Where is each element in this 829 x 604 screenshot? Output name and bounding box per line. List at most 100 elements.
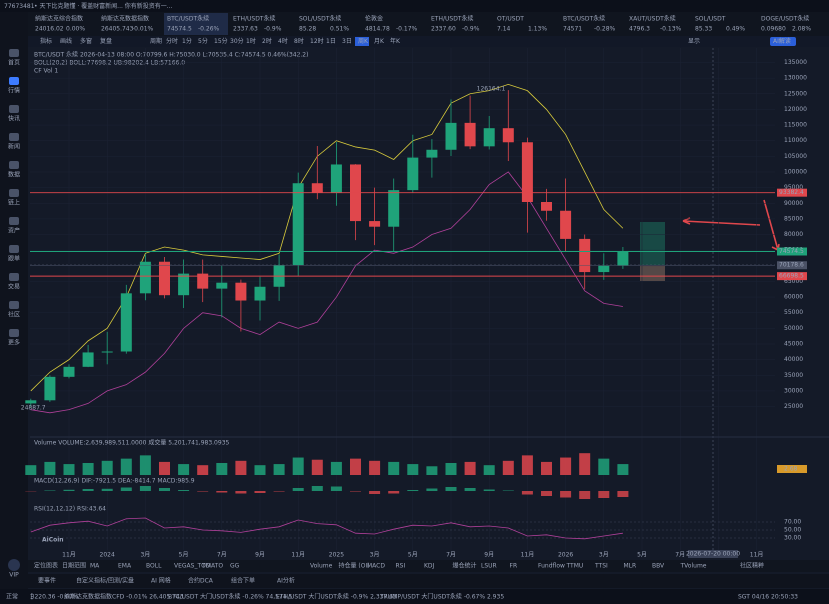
period-button[interactable]: 年K [390,37,401,45]
bottom-tool[interactable]: 日期范围 [62,562,86,570]
sidebar-item[interactable]: 新闻 [8,143,20,151]
ai-button[interactable]: AI解读 [773,37,791,45]
sidebar-item[interactable]: 数据 [8,171,20,179]
ticker-price[interactable]: 7.14 [497,26,511,33]
indicator-tab[interactable]: MLR [624,563,637,570]
sidebar-item[interactable]: 首页 [8,59,20,67]
indicator-tab[interactable]: TTMU [566,563,584,570]
ticker-change[interactable]: 0.00% [66,26,85,33]
indicator-tab[interactable]: FR [510,563,518,570]
ticker-change[interactable]: 0.51% [330,26,349,33]
feature-tab[interactable]: 自定义指标/回测/实盘 [76,577,134,585]
feature-tab[interactable]: 组合下单 [231,577,255,585]
period-button[interactable]: 周期 [150,37,162,45]
vip-icon[interactable] [8,559,20,571]
indicator-tab[interactable]: 持仓量 (OI) [339,562,370,570]
vip-label[interactable]: VIP [9,572,19,579]
bottom-tool[interactable]: 定位图表 [34,562,58,570]
ticker-name[interactable]: 纳斯达克数据指数 [101,15,149,23]
ticker-price[interactable]: 26405.743 [101,26,134,33]
ticker-price[interactable]: 85.28 [299,26,316,33]
feature-tab[interactable]: AI分析 [277,577,295,585]
ticker-name[interactable]: ETH/USDT永续 [431,15,473,23]
period-button[interactable]: 月K [374,38,385,45]
bottom-tool[interactable]: TD [201,563,211,570]
indicator-tab[interactable]: Fundflow [538,563,565,570]
ticker-name[interactable]: DOGE/USDT永续 [761,15,809,23]
ticker-name[interactable]: BTC/USDT永续 [563,15,605,23]
ticker-name[interactable]: OT/USDT [497,16,524,23]
community-tab[interactable]: 社区精粹 [740,562,764,570]
ticker-name[interactable]: BTC/USDT永续 [167,15,209,23]
ticker-name[interactable]: XAUT/USDT永续 [629,15,676,23]
sidebar-item[interactable]: 快讯 [8,115,20,123]
ticker-change[interactable]: -0.01% [132,26,154,33]
ticker-price[interactable]: 24016.02 [35,26,64,33]
ticker-name[interactable]: ETH/USDT永续 [233,15,275,23]
feature-tab[interactable]: AI 网格 [151,577,171,585]
indicator-tab[interactable]: TVolume [680,563,707,570]
ticker-name[interactable]: SOL/USDT [695,16,726,23]
period-button[interactable]: 1时 [246,37,256,45]
indicator-tab[interactable]: 爆仓统计 [453,562,477,570]
indicator-tab[interactable]: BBV [652,563,665,570]
period-button[interactable]: 5分 [198,37,208,45]
indicator-tab[interactable]: RSI [396,563,406,570]
show-button[interactable]: 显示 [688,38,700,45]
indicator-tab[interactable]: MACD [367,563,385,570]
ticker-name[interactable]: 纳斯达克综合指数 [35,15,83,23]
ticker-change[interactable]: -0.28% [594,26,616,33]
indicator-tab[interactable]: TTSI [594,563,608,570]
sidebar-item[interactable]: 交易 [8,283,20,291]
bottom-tool[interactable]: MA [90,563,100,570]
period-button[interactable]: 1日 [326,38,336,45]
feature-tab[interactable]: 合约DCA [188,577,214,585]
ticker-name[interactable]: 伦敦金 [365,15,383,23]
ticker-price[interactable]: 74571 [563,26,582,33]
ticker-change[interactable]: -0.26% [198,26,220,33]
period-button[interactable]: 12时 [310,37,324,45]
ticker-price[interactable]: 2337.63 [233,26,258,33]
ticker-change[interactable]: 0.49% [726,26,745,33]
sidebar-item[interactable]: 行情 [8,87,20,95]
tool-button[interactable]: 多窗 [80,37,92,45]
sidebar-item[interactable]: 链上 [8,199,20,207]
sidebar-item[interactable]: 资产 [8,227,20,235]
period-button[interactable]: 8时 [294,37,304,45]
ticker-price[interactable]: 85.33 [695,26,712,33]
ticker-price[interactable]: 4814.78 [365,26,390,33]
indicator-tab[interactable]: LSUR [481,563,497,570]
bottom-tool[interactable]: VEGAS_TOMATO [174,563,223,570]
tool-button[interactable]: 指标 [40,37,52,45]
ticker-change[interactable]: -0.13% [660,26,682,33]
bottom-tool[interactable]: GG [230,563,240,570]
period-button[interactable]: 30分 [230,37,244,45]
sidebar-item[interactable]: 更多 [8,339,20,347]
tool-button[interactable]: 画线 [60,37,72,45]
period-button[interactable]: 3日 [342,38,352,45]
period-button[interactable]: 周K [358,38,369,45]
indicator-tab[interactable]: KDJ [424,563,435,570]
ticker-change[interactable]: -0.17% [396,26,418,33]
indicator-tab[interactable]: Volume [310,563,333,570]
feature-tab[interactable]: 要事件 [38,577,56,585]
bottom-tool[interactable]: EMA [118,563,132,570]
period-button[interactable]: 15分 [214,37,228,45]
period-button[interactable]: 1分 [182,37,192,45]
period-button[interactable]: 分时 [166,37,178,45]
tool-button[interactable]: 复盘 [100,37,112,45]
ticker-name[interactable]: SOL/USDT永续 [299,15,341,23]
ticker-change[interactable]: 1.13% [528,26,547,33]
bottom-tool[interactable]: BOLL [146,563,162,570]
sidebar-item[interactable]: 跟单 [8,255,20,263]
ticker-price[interactable]: 2337.60 [431,26,456,33]
ticker-change[interactable]: -0.9% [264,26,282,33]
ticker-price[interactable]: 4796.3 [629,26,650,33]
ticker-change[interactable]: -0.9% [462,26,480,33]
period-button[interactable]: 4时 [278,37,288,45]
sidebar-item[interactable]: 社区 [8,311,20,319]
ticker-change[interactable]: 2.08% [792,26,811,33]
ticker-price[interactable]: 0.09680 [761,26,786,33]
ticker-price[interactable]: 74574.5 [167,26,192,33]
period-button[interactable]: 2时 [262,37,272,45]
